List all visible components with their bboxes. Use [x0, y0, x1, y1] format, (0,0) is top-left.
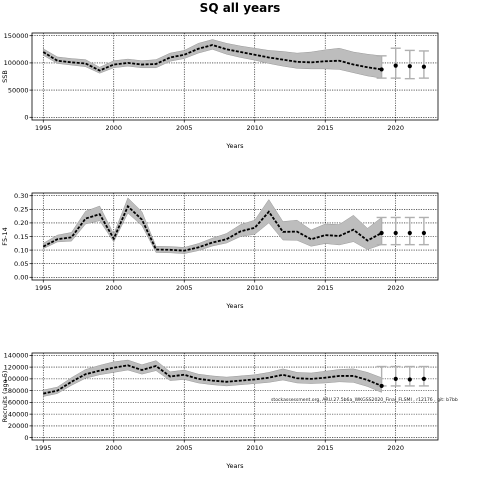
figure-title: SQ all years — [200, 1, 281, 15]
forecast-point — [407, 230, 412, 236]
x-tick-label: 1995 — [35, 444, 52, 452]
estimate-line — [43, 364, 382, 395]
forecast-point — [421, 230, 427, 236]
plot-frame — [31, 352, 439, 441]
confidence-band — [43, 197, 382, 254]
y-tick-label: 40000 — [8, 410, 29, 418]
estimate-line — [42, 44, 382, 72]
y-tick-label: 50000 — [8, 86, 29, 94]
y-tick-label: 120000 — [4, 363, 29, 371]
x-tick-label: 2000 — [105, 444, 122, 452]
panel-2: 1995 2000 2005 2010 2015 2020 0.00 0.05 0.10 0.15… — [1, 192, 439, 310]
x-axis-label: Years — [225, 302, 244, 310]
x-axis-label: Years — [225, 142, 244, 150]
panel-1: 1995 2000 2005 2010 2015 2020 0 50000 100000 1500… — [1, 32, 439, 150]
y-tick-label: 60000 — [8, 399, 29, 407]
y-tick-label: 0.30 — [14, 192, 28, 200]
forecast-point — [393, 230, 398, 236]
y-tick-label: 100000 — [4, 375, 29, 383]
x-tick-label: 2015 — [317, 444, 334, 452]
forecast-point — [407, 377, 412, 382]
y-tick-label: 150000 — [4, 32, 29, 40]
x-tick-label: 2005 — [176, 124, 193, 132]
confidence-band — [43, 359, 382, 397]
y-axis-label: SSB — [1, 70, 9, 83]
y-tick-label: 0.10 — [14, 246, 28, 254]
x-tick-label: 2000 — [105, 284, 122, 292]
y-tick-label: 20000 — [8, 422, 29, 430]
y-tick-label: 0.15 — [14, 233, 28, 241]
forecast-point — [421, 376, 427, 381]
x-tick-label: 2010 — [246, 444, 263, 452]
x-tick-label: 2010 — [246, 124, 263, 132]
y-tick-label: 0.05 — [14, 260, 28, 268]
y-tick-label: 140000 — [4, 352, 29, 360]
x-tick-label: 2020 — [387, 124, 404, 132]
x-tick-label: 1995 — [35, 124, 52, 132]
plot-frame — [31, 32, 439, 121]
forecast-point — [379, 67, 384, 72]
x-tick-label: 1995 — [35, 284, 52, 292]
y-axis-label: F5-14 — [1, 227, 9, 246]
y-tick-label: 100000 — [4, 59, 29, 67]
y-axis-label: Recruits (age 5) — [1, 371, 9, 423]
x-tick-label: 2005 — [176, 444, 193, 452]
x-tick-label: 2020 — [387, 284, 404, 292]
y-tick-label: 0 — [24, 114, 28, 122]
forecast-point — [379, 383, 384, 389]
y-tick-label: 0.00 — [14, 274, 28, 282]
x-tick-label: 2020 — [387, 444, 404, 452]
y-tick-label: 0 — [24, 434, 28, 442]
x-tick-label: 2005 — [176, 284, 193, 292]
forecast-point — [379, 230, 384, 236]
x-tick-label: 2015 — [317, 124, 334, 132]
forecast-point — [393, 376, 398, 381]
forecast-point — [407, 64, 412, 69]
x-tick-label: 2000 — [105, 124, 122, 132]
forecast-point — [421, 64, 427, 69]
estimate-line — [42, 204, 383, 252]
forecast-point — [393, 63, 398, 68]
panels: 1995 2000 2005 2010 2015 2020 0 50000 100000 1500… — [1, 32, 439, 470]
watermark: stockassessment.org, ARU.27.5b6a_WKGSS20… — [271, 397, 458, 403]
panel-3: 1995 2000 2005 2010 2015 2020 0 20000 40000 60000… — [1, 352, 439, 470]
y-tick-label: 80000 — [8, 387, 29, 395]
x-tick-label: 2015 — [317, 284, 334, 292]
x-tick-label: 2010 — [246, 284, 263, 292]
x-axis-label: Years — [225, 462, 244, 470]
y-tick-label: 0.20 — [14, 219, 28, 227]
y-tick-label: 0.25 — [14, 206, 28, 214]
